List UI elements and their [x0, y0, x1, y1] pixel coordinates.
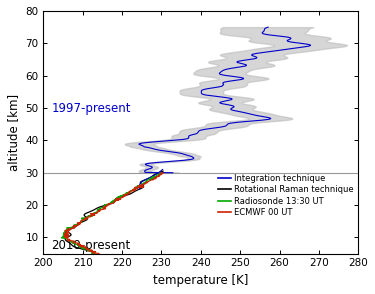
X-axis label: temperature [K]: temperature [K] — [153, 274, 249, 287]
Y-axis label: altitude [km]: altitude [km] — [7, 94, 20, 171]
Text: 1997-present: 1997-present — [51, 101, 131, 115]
Legend: Integration technique, Rotational Raman technique, Radiosonde 13:30 UT, ECMWF 00: Integration technique, Rotational Raman … — [215, 170, 357, 220]
Text: 2010-present: 2010-present — [51, 239, 130, 252]
